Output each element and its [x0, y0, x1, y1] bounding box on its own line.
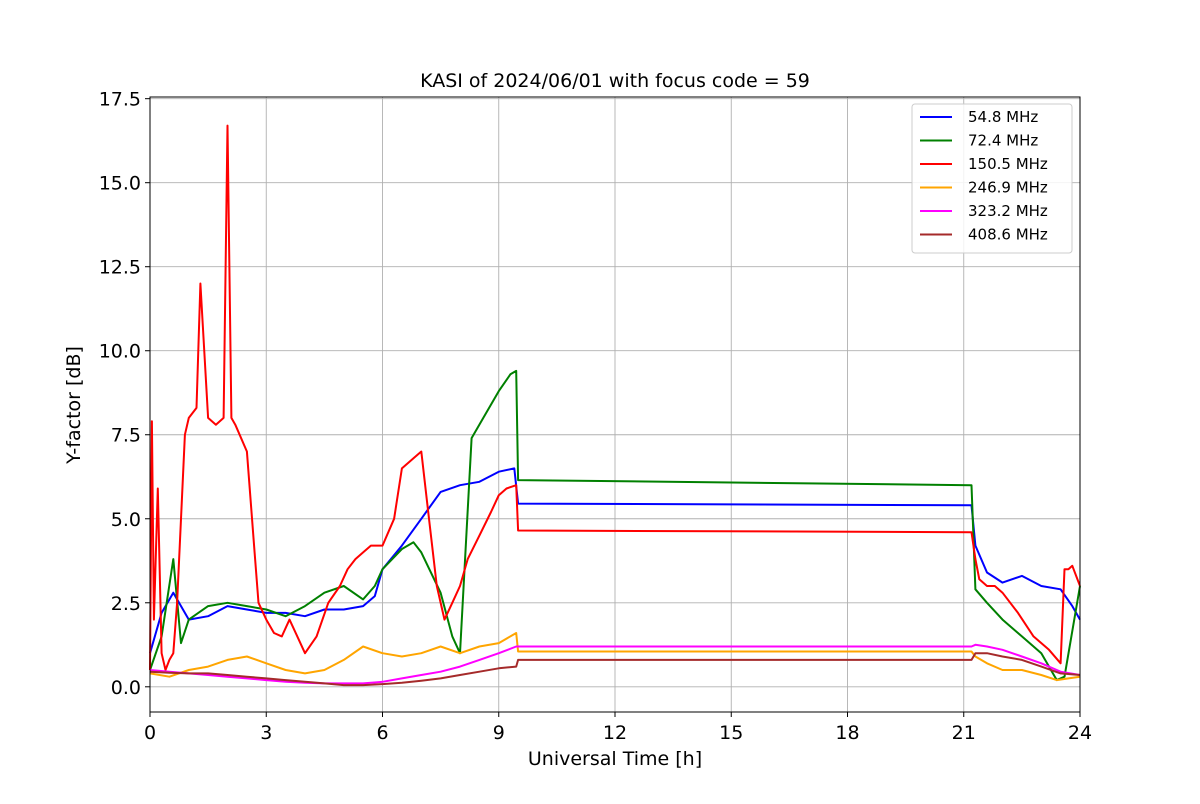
legend-label: 72.4 MHz: [968, 132, 1038, 150]
series-line-72-4-mhz: [149, 369, 1081, 682]
chart-title: KASI of 2024/06/01 with focus code = 59: [420, 70, 810, 92]
y-tick-label: 0.0: [111, 677, 141, 699]
series-line-323-2-mhz: [149, 643, 1081, 685]
legend: 54.8 MHz 72.4 MHz 150.5 MHz 246.9 MHz 32…: [911, 103, 1073, 254]
x-tick-label: 21: [952, 722, 976, 744]
series-line-408-6-mhz: [149, 652, 1081, 687]
ticks: 0 3 6 9 12 15 18 21 24 0.0 2.5 5.0 7.5 10.0 12.5 15.0 17…: [99, 89, 1092, 744]
x-tick-label: 18: [835, 722, 859, 744]
y-tick-label: 5.0: [111, 509, 141, 531]
y-tick-label: 7.5: [111, 425, 141, 447]
y-tick-label: 17.5: [99, 89, 141, 111]
y-tick-label: 15.0: [99, 173, 141, 195]
x-tick-label: 15: [719, 722, 743, 744]
y-tick-label: 2.5: [111, 593, 141, 615]
y-axis-title: Y-factor [dB]: [63, 346, 85, 465]
legend-label: 54.8 MHz: [968, 108, 1038, 126]
series-layer: [149, 124, 1081, 687]
legend-label: 246.9 MHz: [968, 179, 1048, 197]
series-line-54-8-mhz: [149, 467, 1081, 654]
y-tick-label: 12.5: [99, 257, 141, 279]
y-tick-label: 10.0: [99, 341, 141, 363]
x-axis-title: Universal Time [h]: [528, 748, 702, 770]
x-tick-label: 3: [260, 722, 272, 744]
legend-label: 150.5 MHz: [968, 155, 1048, 173]
x-tick-label: 9: [493, 722, 505, 744]
x-tick-label: 0: [144, 722, 156, 744]
series-line-246-9-mhz: [149, 632, 1081, 682]
legend-label: 408.6 MHz: [968, 226, 1048, 244]
legend-label: 323.2 MHz: [968, 202, 1048, 220]
x-tick-label: 6: [376, 722, 388, 744]
series-line-150-5-mhz: [149, 124, 1081, 671]
x-tick-label: 24: [1068, 722, 1092, 744]
x-tick-label: 12: [603, 722, 627, 744]
